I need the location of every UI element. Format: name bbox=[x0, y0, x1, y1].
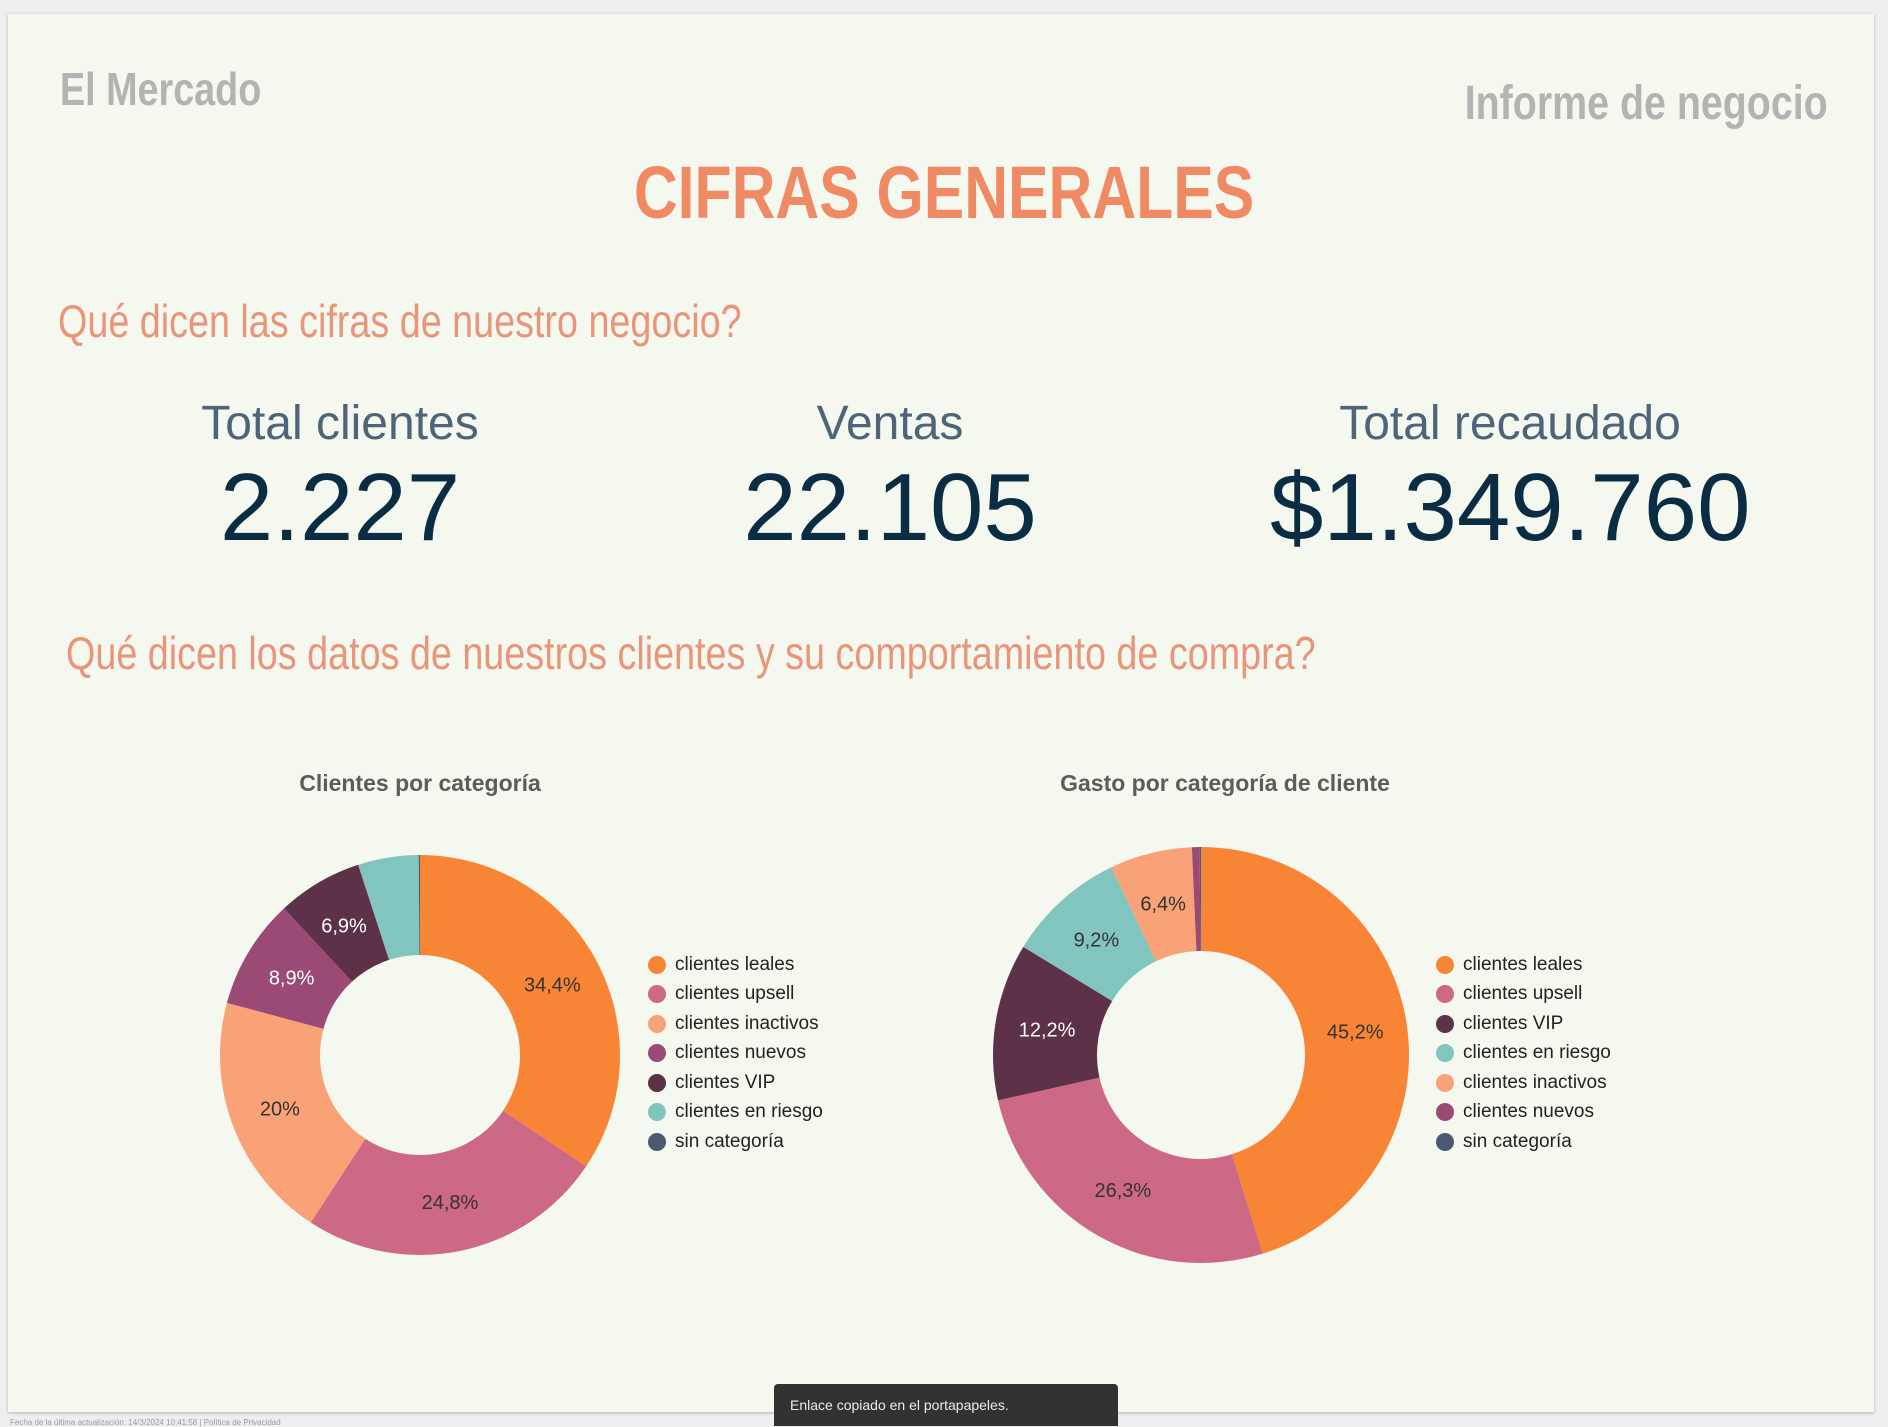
legend-label: clientes leales bbox=[675, 953, 795, 975]
legend-dot bbox=[1436, 1073, 1454, 1092]
legend-dot bbox=[1436, 1103, 1454, 1122]
kpi-label: Ventas bbox=[816, 397, 964, 450]
legend-dot bbox=[648, 1014, 666, 1033]
donut-slice-clientes-inactivos[interactable] bbox=[1111, 847, 1197, 962]
chart-title-clientes: Clientes por categoría bbox=[299, 770, 541, 796]
legend-label: clientes inactivos bbox=[675, 1012, 819, 1034]
report-title: Informe de negocio bbox=[1464, 77, 1828, 130]
donut-slice-clientes-VIP[interactable] bbox=[993, 946, 1113, 1101]
toast-message: Enlace copiado en el portapapeles. bbox=[790, 1397, 1009, 1413]
slice-label: 24,8% bbox=[422, 1192, 479, 1214]
donut-slice-sin-categoría[interactable] bbox=[1199, 847, 1201, 952]
slice-label: 20% bbox=[260, 1098, 300, 1120]
slice-label: 6,9% bbox=[321, 916, 367, 938]
legend-item[interactable]: clientes upsell bbox=[648, 980, 823, 1010]
legend-label: clientes nuevos bbox=[1463, 1101, 1594, 1123]
toast-notification: Enlace copiado en el portapapeles. bbox=[774, 1384, 1118, 1426]
legend-dot bbox=[1436, 955, 1454, 974]
donut-slice-clientes-inactivos[interactable] bbox=[220, 1002, 366, 1223]
legend-item[interactable]: clientes upsell bbox=[1436, 980, 1611, 1010]
kpi-label: Total clientes bbox=[201, 397, 479, 450]
legend-label: clientes inactivos bbox=[1463, 1071, 1607, 1093]
donut-slice-clientes-en-riesgo[interactable] bbox=[358, 855, 420, 960]
legend-item[interactable]: clientes inactivos bbox=[648, 1009, 823, 1039]
legend-item[interactable]: clientes nuevos bbox=[648, 1039, 823, 1069]
legend-item[interactable]: clientes leales bbox=[648, 950, 823, 980]
customers-question: Qué dicen los datos de nuestros clientes… bbox=[66, 627, 1316, 679]
slice-label: 8,9% bbox=[269, 967, 315, 989]
legend-dot bbox=[648, 955, 666, 974]
donut-slice-clientes-upsell[interactable] bbox=[310, 1110, 587, 1255]
footer-last-update: Fecha de la última actualización: 14/3/2… bbox=[10, 1418, 281, 1427]
legend-item[interactable]: clientes nuevos bbox=[1436, 1098, 1611, 1128]
slice-label: 26,3% bbox=[1094, 1180, 1151, 1202]
legend-dot bbox=[1436, 1132, 1454, 1151]
page-title: CIFRAS GENERALES bbox=[633, 151, 1255, 234]
legend-label: clientes en riesgo bbox=[1463, 1042, 1611, 1064]
chart-title-gasto: Gasto por categoría de cliente bbox=[1060, 770, 1390, 796]
donut-slice-clientes-leales[interactable] bbox=[420, 855, 620, 1167]
donut-slice-clientes-en-riesgo[interactable] bbox=[1023, 867, 1157, 1001]
legend-dot bbox=[1436, 985, 1454, 1004]
donut-slice-sin-categoría[interactable] bbox=[418, 855, 420, 956]
kpi-label: Total recaudado bbox=[1339, 397, 1681, 450]
donut-slice-clientes-nuevos[interactable] bbox=[226, 908, 353, 1029]
legend-item[interactable]: clientes en riesgo bbox=[648, 1098, 823, 1128]
donut-slice-clientes-VIP[interactable] bbox=[284, 864, 390, 982]
legend-dot bbox=[648, 1073, 666, 1092]
legend-gasto: clientes leales clientes upsell clientes… bbox=[1436, 950, 1611, 1157]
legend-label: clientes en riesgo bbox=[675, 1101, 823, 1123]
legend-clientes: clientes leales clientes upsell clientes… bbox=[648, 950, 823, 1157]
slice-label: 9,2% bbox=[1074, 929, 1120, 951]
kpi-value: 2.227 bbox=[219, 453, 461, 561]
legend-item[interactable]: sin categoría bbox=[648, 1127, 823, 1157]
legend-label: clientes nuevos bbox=[675, 1042, 806, 1064]
legend-item[interactable]: clientes leales bbox=[1436, 950, 1611, 980]
legend-item[interactable]: sin categoría bbox=[1436, 1127, 1611, 1157]
slice-label: 34,4% bbox=[524, 974, 581, 996]
legend-label: clientes VIP bbox=[1463, 1012, 1564, 1034]
legend-dot bbox=[648, 1132, 666, 1151]
legend-dot bbox=[1436, 1014, 1454, 1033]
legend-dot bbox=[1436, 1044, 1454, 1063]
slice-label: 45,2% bbox=[1327, 1022, 1384, 1044]
legend-label: clientes upsell bbox=[675, 983, 795, 1005]
legend-dot bbox=[648, 985, 666, 1004]
donut-slice-clientes-nuevos[interactable] bbox=[1191, 847, 1201, 952]
legend-label: clientes upsell bbox=[1463, 983, 1583, 1005]
slice-label: 12,2% bbox=[1019, 1020, 1076, 1042]
donut-chart-clientes[interactable]: 34,4% 24,8% 20% 8,9% 6,9% bbox=[220, 855, 620, 1255]
legend-dot bbox=[648, 1044, 666, 1063]
legend-label: clientes leales bbox=[1463, 953, 1583, 975]
brand-title: El Mercado bbox=[60, 63, 262, 115]
legend-item[interactable]: clientes en riesgo bbox=[1436, 1039, 1611, 1069]
donut-slice-clientes-leales[interactable] bbox=[1201, 847, 1409, 1254]
slice-label: 6,4% bbox=[1140, 894, 1186, 916]
donut-chart-gasto[interactable]: 45,2% 26,3% 12,2% 9,2% 6,4% bbox=[993, 847, 1409, 1263]
legend-label: sin categoría bbox=[1463, 1130, 1572, 1152]
legend-item[interactable]: clientes VIP bbox=[1436, 1009, 1611, 1039]
legend-label: clientes VIP bbox=[675, 1071, 776, 1093]
kpi-total-clientes: Total clientes 2.227 bbox=[200, 397, 480, 561]
kpi-total-recaudado: Total recaudado $1.349.760 bbox=[1270, 397, 1751, 561]
legend-dot bbox=[648, 1103, 666, 1122]
kpi-value: $1.349.760 bbox=[1270, 453, 1751, 561]
kpi-ventas: Ventas 22.105 bbox=[740, 397, 1040, 561]
legend-label: sin categoría bbox=[675, 1130, 784, 1152]
figures-question: Qué dicen las cifras de nuestro negocio? bbox=[58, 295, 742, 347]
legend-item[interactable]: clientes VIP bbox=[648, 1068, 823, 1098]
donut-slice-clientes-upsell[interactable] bbox=[998, 1077, 1263, 1263]
kpi-value: 22.105 bbox=[743, 453, 1037, 561]
legend-item[interactable]: clientes inactivos bbox=[1436, 1068, 1611, 1098]
